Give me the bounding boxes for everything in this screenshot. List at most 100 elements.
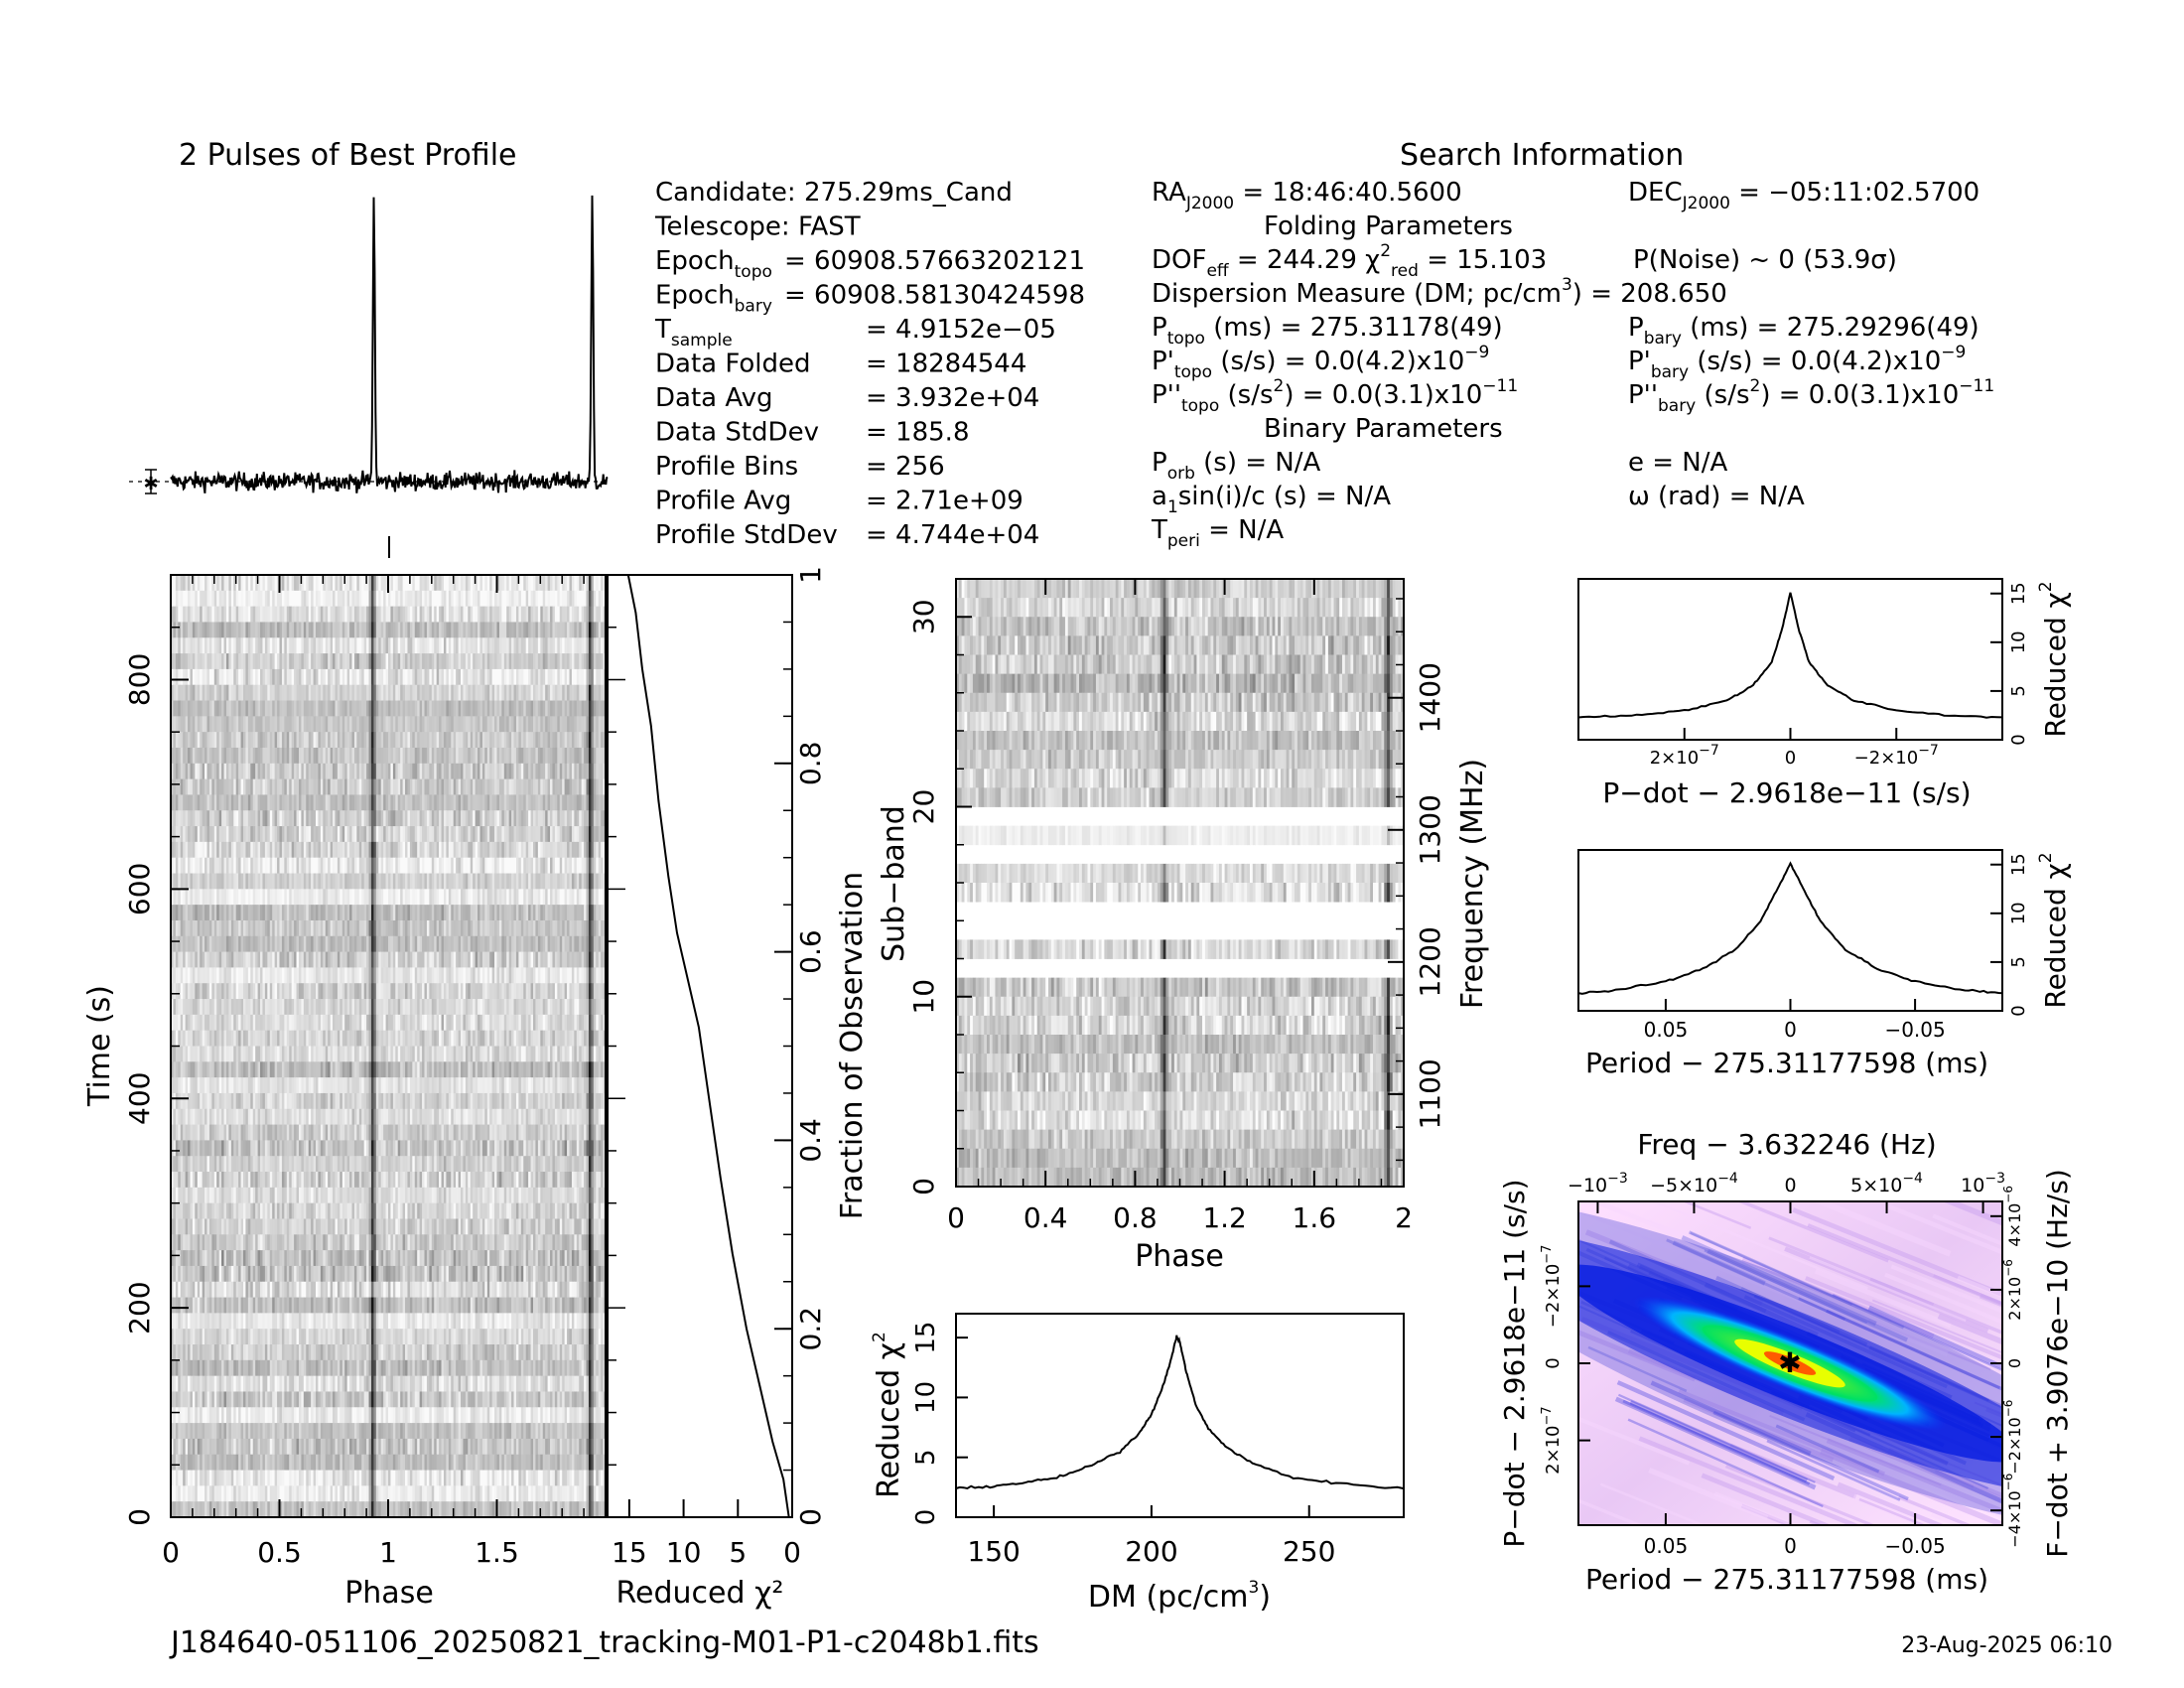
chi2-fraction-ylabel: Fraction of Observation: [835, 872, 870, 1219]
period-xlabel: Period − 275.31177598 (ms): [1585, 1047, 1988, 1079]
tperi-line: Tperi = N/A: [1151, 515, 1284, 551]
dof-line: DOFeff = 244.29 χ2red = 15.103: [1152, 241, 1547, 281]
period-ticks: 0.05 0 −0.05 0 5 10 15: [1644, 853, 2029, 1042]
pdot-xlabel: P−dot − 2.9618e−11 (s/s): [1602, 776, 1971, 809]
x-tick-label: −0.05: [1884, 1018, 1945, 1042]
info-value: = 60908.58130424598: [784, 281, 1085, 311]
info-row: Data StdDev: [655, 418, 819, 448]
timestamp: 23-Aug-2025 06:10: [1901, 1633, 2113, 1658]
info-row: Profile Avg: [655, 487, 791, 516]
pdot-ylabel: Reduced χ2: [2036, 581, 2072, 737]
chi2-fraction-ticks: 15 10 5 0 0 0.2 0.4 0.6 0.8 1: [608, 566, 827, 1569]
y-tick-label: 5: [2008, 956, 2029, 967]
info-row: Data Avg: [655, 383, 773, 413]
x-tick-label: 2: [1395, 1201, 1413, 1234]
period-ylabel: Reduced χ2: [2036, 852, 2072, 1008]
x-tick-label: 0.5: [257, 1536, 302, 1569]
omega-line: ω (rad) = N/A: [1628, 482, 1805, 511]
pdot-panel: 2×10−7 0 −2×10−7 0 5 10 15 P−dot − 2.9618e−11 …: [1577, 578, 2072, 809]
x-tick-label: 0: [162, 1536, 180, 1569]
y-tick-label: 20: [907, 789, 940, 825]
x-tick-label: 1.2: [1202, 1201, 1247, 1234]
top-tick-label: 0: [1784, 1175, 1796, 1196]
y-tick-label: 15: [2008, 853, 2029, 876]
info-row: Data Folded: [655, 350, 811, 379]
pbary-line: Pbary (ms) = 275.29296(49): [1628, 313, 1979, 349]
y-tick-label: 0: [2008, 734, 2029, 745]
info-row: Candidate: 275.29ms_Cand: [655, 178, 1013, 208]
dm-ylabel: Reduced χ2: [870, 1332, 906, 1498]
info-row: Epochbary: [655, 281, 772, 317]
y-tick-label: 0: [2008, 1005, 2029, 1016]
x-tick-label: 10: [666, 1536, 702, 1569]
y2-tick-label: 1400: [1414, 662, 1446, 733]
info-row: Tsample: [654, 315, 733, 351]
asini-line: a1sin(i)/c (s) = N/A: [1152, 482, 1391, 517]
x-tick-label: 200: [1125, 1535, 1177, 1568]
period-pdot-ticks: 0.05 0 −0.05 −10−3 −5×10−4 0 5×10−4 10−3 −2×10−7…: [1540, 1171, 2024, 1558]
y-tick-label: 0.2: [794, 1307, 827, 1351]
candidate-info-list: Candidate: 275.29ms_Cand Telescope: FAST E…: [654, 178, 1085, 550]
info-row: Profile StdDev: [655, 520, 838, 550]
y-tick-label: 10: [2008, 902, 2029, 924]
profile-title: 2 Pulses of Best Profile: [179, 138, 517, 173]
ptopo-line: Ptopo (ms) = 275.31178(49): [1152, 313, 1503, 349]
x-tick-label: 0: [783, 1536, 801, 1569]
x-tick-label: 0.4: [1024, 1201, 1068, 1234]
y2-tick-label: 1100: [1414, 1058, 1446, 1129]
x-tick-label: 15: [612, 1536, 647, 1569]
chi2-fraction-line: [626, 574, 790, 1518]
y-tick-label: 0: [1543, 1357, 1564, 1368]
y-tick-label: 2×10−7: [1540, 1406, 1564, 1475]
y-tick-label: 15: [911, 1322, 941, 1354]
x-tick-label: 0.05: [1644, 1534, 1689, 1558]
filename: J184640-051106_20250821_tracking-M01-P1-…: [169, 1625, 1039, 1660]
info-value: = 185.8: [866, 418, 969, 448]
profile-line: [170, 195, 609, 493]
pdbary-line: P'bary (s/s) = 0.0(4.2)x10−9: [1628, 343, 1966, 382]
freq-title: Freq − 3.632246 (Hz): [1637, 1128, 1936, 1161]
pdot-ticks: 2×10−7 0 −2×10−7 0 5 10 15: [1650, 582, 2029, 769]
x-tick-label: 0: [1784, 1534, 1797, 1558]
period-pdot-panel: Freq − 3.632246 (Hz) ✱ 0.05 0 −0.05 −10−3 −5…: [1498, 1128, 2074, 1596]
y2-tick-label: −4×10−6: [2001, 1474, 2024, 1548]
y2-tick-label: 1300: [1414, 794, 1446, 865]
binary-title: Binary Parameters: [1264, 414, 1503, 444]
x-tick-label: 0: [947, 1201, 965, 1234]
search-information: Search Information Candidate: 275.29ms_C…: [654, 138, 1994, 551]
y-tick-label: 0: [123, 1508, 156, 1526]
x-tick-label: 0: [1785, 748, 1796, 769]
frequency-ylabel: Frequency (MHz): [1455, 759, 1490, 1009]
y-tick-label: 0: [907, 1178, 940, 1196]
y-tick-label: 10: [907, 979, 940, 1015]
subband-xlabel: Phase: [1135, 1239, 1224, 1274]
top-tick-label: 10−3: [1961, 1171, 2005, 1196]
period-pdot-image: ✱: [1578, 1201, 2002, 1525]
y-tick-label: 400: [123, 1071, 156, 1124]
y-tick-label: 30: [907, 599, 940, 634]
dm-frame: [955, 1313, 1405, 1518]
x-tick-label: 0.05: [1644, 1018, 1689, 1042]
y2-tick-label: 4×10−6: [2001, 1186, 2024, 1247]
ecc-line: e = N/A: [1628, 448, 1728, 478]
porb-line: Porb (s) = N/A: [1152, 448, 1320, 484]
x-tick-label: 1.5: [475, 1536, 519, 1569]
y-tick-label: 1: [794, 566, 827, 584]
x-tick-label: 1.6: [1293, 1201, 1337, 1234]
ra-line: RAJ2000 = 18:46:40.5600: [1152, 178, 1462, 213]
info-row: Epochtopo: [655, 246, 772, 282]
pp-xlabel: Period − 275.31177598 (ms): [1585, 1563, 1988, 1596]
info-value: = 256: [866, 452, 945, 482]
x-tick-label: −0.05: [1884, 1534, 1945, 1558]
chi2-fraction-panel: 15 10 5 0 0 0.2 0.4 0.6 0.8 1 Reduced χ² Fraction…: [607, 566, 870, 1611]
dm-panel: 150 200 250 0 5 10 15 DM (pc/cm3) Reduced χ2: [870, 1313, 1405, 1615]
pddtopo-line: P''topo (s/s2) = 0.0(3.1)x10−11: [1152, 376, 1518, 416]
subband-phase-image: [956, 579, 1404, 1187]
period-curve-line: [1577, 861, 2003, 995]
y-tick-label: 600: [123, 863, 156, 915]
dec-line: DECJ2000 = −05:11:02.5700: [1628, 178, 1979, 213]
y-tick-label: 0.8: [794, 742, 827, 786]
